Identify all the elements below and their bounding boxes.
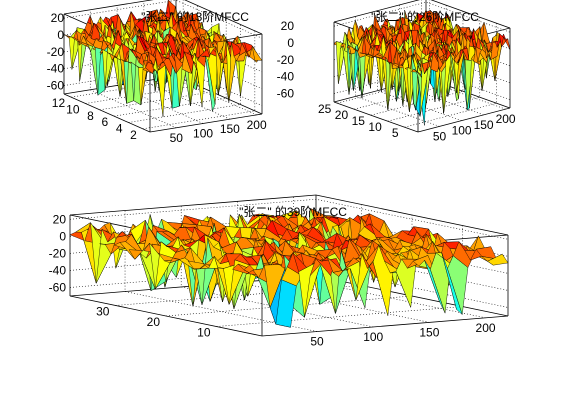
z-tick-label: -20 <box>47 45 65 59</box>
chart-title: "张二" 的13阶MFCC <box>141 9 249 24</box>
axis-box-edge <box>149 113 263 133</box>
chart-title: "张二" 的26阶MFCC <box>371 9 479 24</box>
axis-box-edge <box>333 0 420 23</box>
z-tick-label: -60 <box>47 79 65 93</box>
z-tick-label: -40 <box>47 62 65 76</box>
z-tick-label: -40 <box>277 70 295 84</box>
y-tick-label: 10 <box>66 103 80 117</box>
x-tick-label: 100 <box>452 124 472 138</box>
surface-facet <box>487 253 509 266</box>
axis-box-edge <box>315 194 509 236</box>
y-tick-label: 12 <box>52 96 66 110</box>
axis-box-edge <box>261 315 509 337</box>
x-tick-label: 150 <box>220 122 240 136</box>
y-tick-label: 8 <box>87 109 94 123</box>
y-tick-label: 25 <box>318 102 332 116</box>
y-tick-label: 5 <box>392 126 399 140</box>
z-tick-label: 20 <box>51 11 65 25</box>
x-tick-label: 150 <box>474 118 494 132</box>
z-tick-label: -40 <box>49 263 67 277</box>
y-tick-label: 20 <box>147 315 161 329</box>
y-tick-label: 10 <box>197 326 211 340</box>
axis-box-edge <box>417 107 511 133</box>
z-tick-label: -20 <box>49 246 67 260</box>
axis-box-edge <box>63 93 151 133</box>
surface-facet <box>252 46 263 61</box>
z-tick-label: 0 <box>287 36 294 50</box>
x-tick-label: 150 <box>419 325 439 339</box>
y-tick-label: 20 <box>335 108 349 122</box>
x-tick-label: 200 <box>247 118 267 132</box>
y-tick-label: 15 <box>352 114 366 128</box>
surface-facet <box>501 36 511 50</box>
z-tick-label: -60 <box>277 87 295 101</box>
z-tick-label: 20 <box>281 19 295 33</box>
y-tick-label: 30 <box>96 304 110 318</box>
z-tick-label: -20 <box>277 53 295 67</box>
z-tick-label: 0 <box>57 28 64 42</box>
axis-box-edge <box>69 295 263 337</box>
chart-title: "张二" 的39阶MFCC <box>239 204 347 219</box>
x-tick-label: 100 <box>193 126 213 140</box>
x-tick-label: 100 <box>363 330 383 344</box>
x-tick-label: 50 <box>170 131 184 145</box>
y-tick-label: 2 <box>130 128 137 142</box>
y-tick-label: 10 <box>368 120 382 134</box>
axis-box-edge <box>430 0 511 29</box>
x-tick-label: 50 <box>310 335 324 349</box>
surface-mesh <box>333 9 511 126</box>
x-tick-label: 200 <box>496 112 516 126</box>
axis-box-edge <box>69 194 317 216</box>
axis-box-edge <box>63 0 154 15</box>
z-tick-label: -60 <box>49 280 67 294</box>
x-tick-label: 200 <box>476 321 496 335</box>
axis-box-edge <box>333 101 419 133</box>
z-tick-label: 0 <box>59 229 66 243</box>
x-tick-label: 50 <box>433 129 447 143</box>
surface-mesh <box>63 0 263 117</box>
z-tick-label: 20 <box>53 212 67 226</box>
axis-box-edge <box>184 0 263 35</box>
y-tick-label: 6 <box>101 115 108 129</box>
y-tick-label: 4 <box>116 122 123 136</box>
surface-mesh <box>69 207 509 328</box>
